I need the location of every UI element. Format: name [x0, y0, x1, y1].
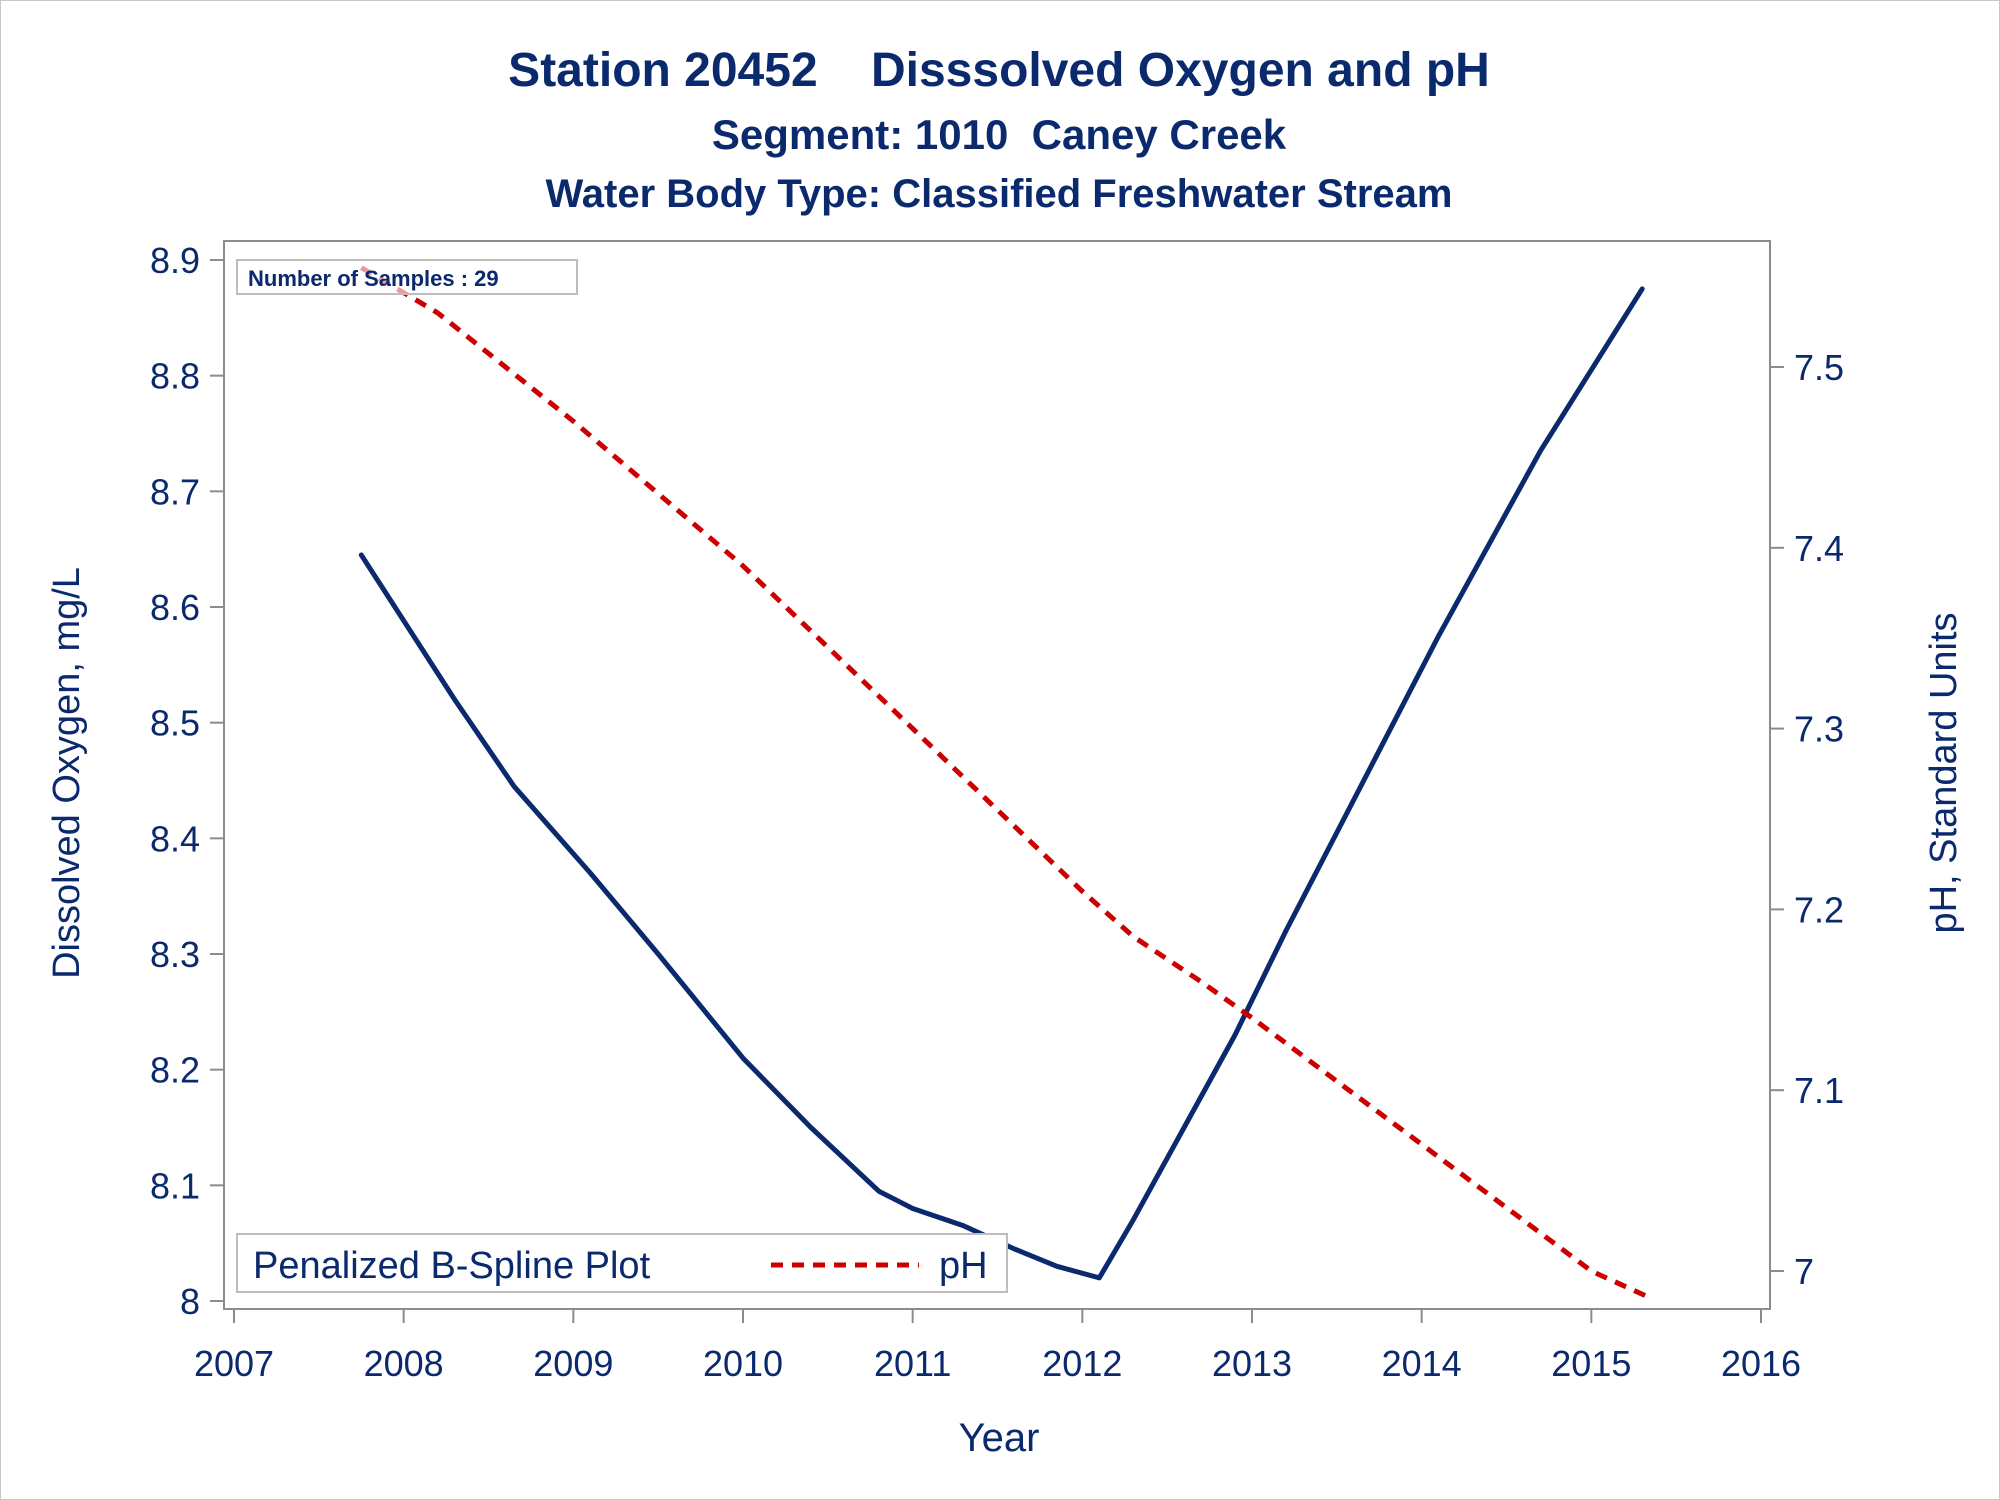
x-tick-label: 2010	[703, 1343, 783, 1384]
x-tick-label: 2008	[364, 1343, 444, 1384]
series-layer	[358, 265, 1652, 1301]
y2-tick-label: 7.1	[1794, 1070, 1844, 1111]
x-tick-label: 2011	[874, 1343, 951, 1384]
y2-tick-label: 7.2	[1794, 889, 1844, 930]
y-axis-title: Dissolved Oxygen, mg/L	[46, 567, 88, 979]
x-tick-label: 2014	[1382, 1343, 1462, 1384]
dissolved-oxygen-series-line	[358, 286, 1645, 1281]
x-tick-label: 2007	[194, 1343, 274, 1384]
y2-tick-label: 7.5	[1794, 347, 1844, 388]
chart-title: Station 20452 Disssolved Oxygen and pH	[508, 44, 1490, 97]
plot-area	[223, 240, 1771, 1310]
annotation-box	[236, 259, 578, 295]
y-tick-label: 8.1	[150, 1165, 200, 1206]
chart-subtitle: Segment: 1010 Caney Creek	[712, 111, 1287, 158]
x-tick-label: 2016	[1721, 1343, 1801, 1384]
y2-axis-title: pH, Standard Units	[1923, 612, 1965, 933]
y-tick-label: 8.2	[150, 1050, 200, 1091]
y2-tick-label: 7.3	[1794, 709, 1844, 750]
y2-tick-label: 7	[1794, 1251, 1814, 1292]
y-tick-label: 8.4	[150, 818, 200, 859]
x-tick-label: 2015	[1551, 1343, 1631, 1384]
y-tick-label: 8.8	[150, 356, 200, 397]
chart-subtitle-2: Water Body Type: Classified Freshwater S…	[546, 172, 1453, 216]
x-axis: 2007 2008 2009 2010 2011 2012 2013 2014 2015 2016	[194, 1309, 1801, 1384]
ph-series-line	[360, 265, 1652, 1301]
y-tick-label: 8	[180, 1281, 200, 1322]
y2-axis: 7 7.1 7.2 7.3 7.4 7.5	[1770, 347, 1844, 1292]
y-tick-label: 8.7	[150, 471, 200, 512]
y-tick-label: 8.5	[150, 703, 200, 744]
y-tick-label: 8.3	[150, 934, 200, 975]
sample-count-annotation: Number of Samples : 29	[248, 266, 499, 291]
y-axis: 8 8.1 8.2 8.3 8.4 8.5 8.6 8.7 8.8 8.9	[150, 240, 224, 1322]
x-tick-label: 2013	[1212, 1343, 1292, 1384]
y-tick-label: 8.9	[150, 240, 200, 281]
legend-entry-ph: pH	[939, 1245, 988, 1287]
y-tick-label: 8.6	[150, 587, 200, 628]
x-tick-label: 2012	[1042, 1343, 1122, 1384]
legend-title: Penalized B-Spline Plot	[253, 1245, 651, 1287]
y2-tick-label: 7.4	[1794, 528, 1844, 569]
x-axis-title: Year	[959, 1416, 1040, 1460]
x-tick-label: 2009	[533, 1343, 613, 1384]
